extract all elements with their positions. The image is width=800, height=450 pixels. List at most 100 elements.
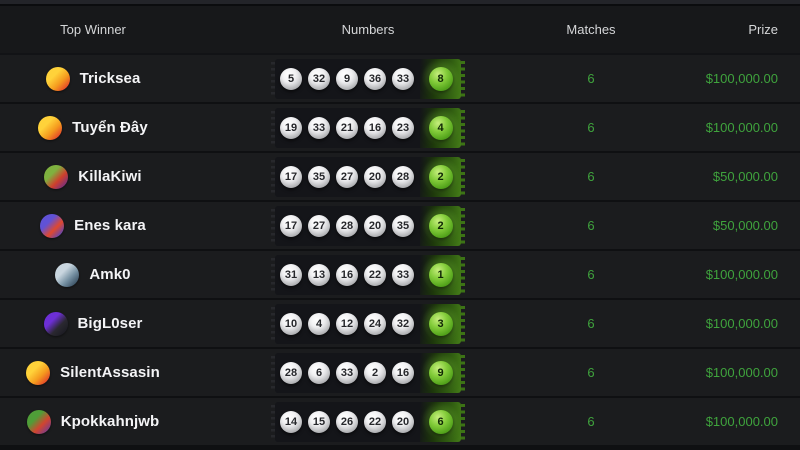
lottery-ball: 31 bbox=[280, 263, 302, 286]
lottery-ball: 6 bbox=[308, 361, 330, 384]
bonus-ball: 8 bbox=[428, 66, 453, 91]
matches-value: 6 bbox=[587, 71, 595, 86]
lottery-ball: 22 bbox=[364, 410, 386, 433]
table-row: Tricksea 5 32 9 36 33 8 6 $100,000.00 bbox=[0, 55, 800, 102]
winner-avatar-icon-earth-photo bbox=[55, 262, 80, 287]
lottery-ball: 27 bbox=[308, 214, 330, 237]
numbers-cell: 31 13 16 22 33 1 bbox=[186, 251, 550, 298]
lottery-ball: 13 bbox=[308, 263, 330, 286]
bonus-ball-zone: 8 bbox=[420, 58, 465, 99]
prize-value: $100,000.00 bbox=[705, 316, 778, 331]
column-header-top-winner: Top Winner bbox=[60, 22, 126, 37]
winner-name: BigL0ser bbox=[77, 315, 143, 332]
winners-table-body: Tricksea 5 32 9 36 33 8 6 $100,000.00 Tuyển Đ… bbox=[0, 55, 800, 450]
numbers-cell: 19 33 21 16 23 4 bbox=[186, 104, 550, 151]
lottery-ball: 14 bbox=[280, 410, 302, 433]
winner-cell: Enes kara bbox=[0, 202, 186, 249]
matches-value: 6 bbox=[587, 414, 595, 429]
lottery-ball: 28 bbox=[280, 361, 302, 384]
prize-value: $100,000.00 bbox=[705, 414, 778, 429]
winner-name: Tricksea bbox=[79, 70, 141, 87]
lottery-ticket-strip: 10 4 12 24 32 3 bbox=[271, 303, 465, 344]
winner-cell: BigL0ser bbox=[0, 300, 186, 347]
lottery-ticket-strip: 31 13 16 22 33 1 bbox=[271, 254, 465, 295]
lottery-ball: 4 bbox=[308, 312, 330, 335]
top-divider-bar bbox=[0, 0, 800, 6]
lottery-ball: 33 bbox=[392, 263, 414, 286]
matches-value: 6 bbox=[587, 365, 595, 380]
lottery-ticket-strip: 28 6 33 2 16 9 bbox=[271, 352, 465, 393]
bonus-ball-zone: 3 bbox=[420, 303, 465, 344]
numbers-cell: 10 4 12 24 32 3 bbox=[186, 300, 550, 347]
lottery-ball: 19 bbox=[280, 116, 302, 139]
lottery-ball: 17 bbox=[280, 165, 302, 188]
lottery-ball: 23 bbox=[392, 116, 414, 139]
bonus-ball-zone: 2 bbox=[420, 156, 465, 197]
bonus-ball-zone: 9 bbox=[420, 352, 465, 393]
winner-avatar-icon-laughing-emoji bbox=[38, 115, 63, 140]
winner-name: Amk0 bbox=[89, 266, 131, 283]
table-row: Kpokkahnjwb 14 15 26 22 20 6 6 $100,000.00 bbox=[0, 398, 800, 445]
table-row: Tuyển Đây 19 33 21 16 23 4 6 $100,000.00 bbox=[0, 104, 800, 151]
winner-avatar-icon-kiwi-bird bbox=[44, 164, 69, 189]
lottery-ticket-strip: 17 27 28 20 35 2 bbox=[271, 205, 465, 246]
matches-value: 6 bbox=[587, 267, 595, 282]
winner-cell: SilentAssasin bbox=[0, 349, 186, 396]
winner-avatar-icon-laughing-emoji bbox=[26, 360, 51, 385]
lottery-ball: 20 bbox=[364, 165, 386, 188]
bonus-ball-zone: 2 bbox=[420, 205, 465, 246]
lottery-ball: 33 bbox=[392, 67, 414, 90]
winner-name: SilentAssasin bbox=[60, 364, 160, 381]
bonus-ball: 2 bbox=[428, 213, 453, 238]
lottery-ball: 24 bbox=[364, 312, 386, 335]
bonus-ball: 1 bbox=[428, 262, 453, 287]
lottery-ball: 17 bbox=[280, 214, 302, 237]
lottery-ball: 36 bbox=[364, 67, 386, 90]
lottery-ticket-strip: 5 32 9 36 33 8 bbox=[271, 58, 465, 99]
lottery-ball: 15 bbox=[308, 410, 330, 433]
winner-name: Enes kara bbox=[74, 217, 146, 234]
lottery-ball: 26 bbox=[336, 410, 358, 433]
winner-avatar-icon-laughing-emoji bbox=[45, 66, 70, 91]
column-header-numbers: Numbers bbox=[341, 22, 395, 37]
prize-value: $50,000.00 bbox=[712, 218, 778, 233]
winner-avatar-icon-dino-emoji bbox=[40, 213, 65, 238]
lottery-ball: 5 bbox=[280, 67, 302, 90]
lottery-ball: 20 bbox=[364, 214, 386, 237]
prize-value: $100,000.00 bbox=[705, 120, 778, 135]
bonus-ball: 6 bbox=[428, 409, 453, 434]
lottery-ball: 32 bbox=[308, 67, 330, 90]
table-row: SilentAssasin 28 6 33 2 16 9 6 $100,000.00 bbox=[0, 349, 800, 396]
table-row: Enes kara 17 27 28 20 35 2 6 $50,000.00 bbox=[0, 202, 800, 249]
table-header: Top Winner Numbers Matches Prize bbox=[0, 6, 800, 53]
lottery-ball: 32 bbox=[392, 312, 414, 335]
table-row: Amk0 31 13 16 22 33 1 6 $100,000.00 bbox=[0, 251, 800, 298]
winner-avatar-icon-monster-emoji bbox=[26, 409, 51, 434]
lottery-ticket-strip: 17 35 27 20 28 2 bbox=[271, 156, 465, 197]
lottery-ball: 28 bbox=[392, 165, 414, 188]
lottery-ball: 9 bbox=[336, 67, 358, 90]
lottery-ball: 27 bbox=[336, 165, 358, 188]
lottery-ball: 16 bbox=[392, 361, 414, 384]
prize-value: $100,000.00 bbox=[705, 365, 778, 380]
winner-cell: Tuyển Đây bbox=[0, 104, 186, 151]
lottery-ticket-strip: 14 15 26 22 20 6 bbox=[271, 401, 465, 442]
lottery-ball: 33 bbox=[308, 116, 330, 139]
winner-name: KillaKiwi bbox=[78, 168, 142, 185]
lottery-ball: 12 bbox=[336, 312, 358, 335]
winner-name: Kpokkahnjwb bbox=[60, 413, 160, 430]
bonus-ball: 3 bbox=[428, 311, 453, 336]
bonus-ball: 9 bbox=[428, 360, 453, 385]
column-header-prize: Prize bbox=[748, 22, 778, 37]
prize-value: $100,000.00 bbox=[705, 267, 778, 282]
prize-value: $100,000.00 bbox=[705, 71, 778, 86]
bonus-ball: 2 bbox=[428, 164, 453, 189]
numbers-cell: 28 6 33 2 16 9 bbox=[186, 349, 550, 396]
lottery-ball: 35 bbox=[392, 214, 414, 237]
lottery-ball: 33 bbox=[336, 361, 358, 384]
matches-value: 6 bbox=[587, 218, 595, 233]
matches-value: 6 bbox=[587, 169, 595, 184]
bonus-ball-zone: 6 bbox=[420, 401, 465, 442]
lottery-ball: 20 bbox=[392, 410, 414, 433]
